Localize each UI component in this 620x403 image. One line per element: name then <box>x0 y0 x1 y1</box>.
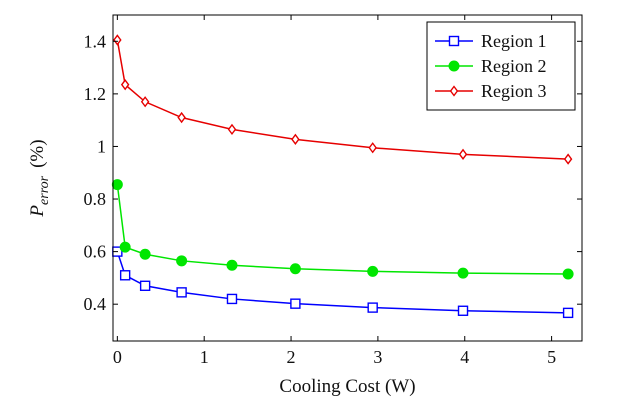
x-tick-label: 0 <box>113 347 122 367</box>
legend-label: Region 2 <box>481 56 547 76</box>
legend-swatch-marker <box>448 60 460 72</box>
x-tick-label: 4 <box>460 347 469 367</box>
legend-item: Region 1 <box>435 31 547 51</box>
series-layer <box>111 34 574 319</box>
legend-swatch-marker <box>449 85 459 97</box>
data-point <box>457 305 469 316</box>
data-point <box>291 133 300 146</box>
legend-item: Region 3 <box>435 81 547 101</box>
data-point <box>562 307 574 319</box>
data-point <box>120 79 130 91</box>
data-point <box>139 248 151 260</box>
y-tick-label: 1 <box>97 136 106 156</box>
x-axis-title: Cooling Cost (W) <box>279 376 415 397</box>
data-point <box>289 263 301 275</box>
data-point <box>226 259 238 271</box>
y-tick-label: 0.6 <box>84 242 107 262</box>
y-tick-label: 0.8 <box>84 189 107 209</box>
x-tick-label: 2 <box>287 347 296 367</box>
data-point <box>119 241 131 253</box>
data-point <box>368 142 377 154</box>
data-point <box>367 302 378 313</box>
data-point <box>176 255 188 267</box>
y-tick-label: 1.2 <box>84 84 107 104</box>
axis-ticks: 0 1 2 3 4 5 0.4 0.6 0.8 1 1.2 1.4 <box>84 15 582 367</box>
legend: Region 1 Region 2 Region 3 <box>426 21 576 111</box>
legend-label: Region 3 <box>481 81 547 101</box>
data-point <box>140 96 150 108</box>
x-tick-label: 3 <box>373 347 382 367</box>
data-point <box>177 111 186 124</box>
data-point <box>119 270 131 281</box>
data-point <box>113 34 122 46</box>
y-axis-unit: (%) <box>27 139 48 167</box>
data-point <box>139 280 151 291</box>
y-axis-subscript: error <box>37 175 52 205</box>
legend-label: Region 1 <box>481 31 547 51</box>
y-tick-label: 0.4 <box>84 294 107 314</box>
y-axis-symbol: P <box>27 205 48 218</box>
data-point <box>458 148 468 161</box>
x-tick-label: 1 <box>200 347 209 367</box>
y-tick-label: 1.4 <box>84 31 107 51</box>
legend-item: Region 2 <box>435 56 547 76</box>
series-2 <box>111 179 574 280</box>
data-point <box>176 287 187 298</box>
series-3 <box>113 34 573 165</box>
y-axis-title: Perror (%) <box>27 139 52 217</box>
x-tick-label: 5 <box>547 347 556 367</box>
plot-frame <box>112 14 583 342</box>
data-point <box>226 293 238 305</box>
data-point <box>367 265 379 277</box>
data-point <box>290 298 301 309</box>
data-point <box>111 179 123 191</box>
data-point <box>227 123 237 136</box>
data-point <box>457 267 469 279</box>
legend-swatch-marker <box>448 35 460 47</box>
data-point <box>562 268 574 280</box>
data-point <box>563 153 573 165</box>
